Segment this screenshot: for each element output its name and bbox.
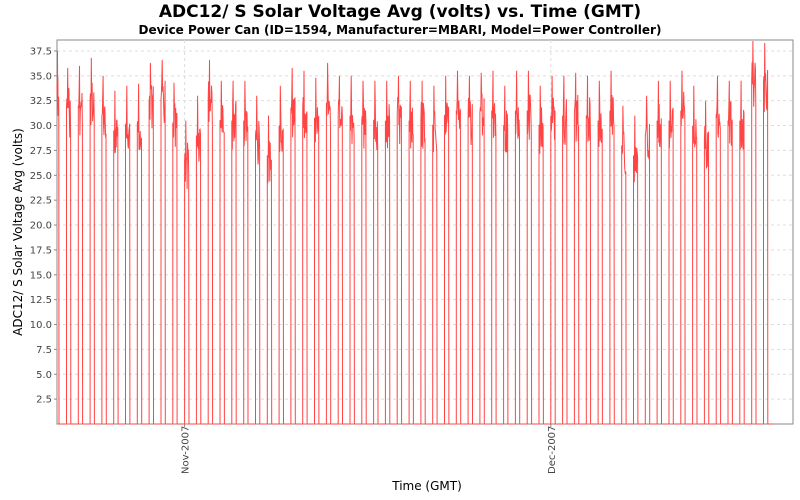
- y-tick-label: 22.5: [30, 196, 52, 207]
- y-axis-label: ADC12/ S Solar Voltage Avg (volts): [11, 128, 25, 336]
- y-tick-label: 30.0: [30, 121, 52, 132]
- x-axis-label: Time (GMT): [391, 479, 462, 493]
- chart-subtitle: Device Power Can (ID=1594, Manufacturer=…: [138, 23, 662, 37]
- y-tick-label: 20.0: [30, 221, 52, 232]
- y-tick-label: 12.5: [30, 295, 52, 306]
- y-tick-label: 32.5: [30, 96, 52, 107]
- series-line: [56, 40, 773, 425]
- y-tick-label: 17.5: [30, 245, 52, 256]
- y-tick-label: 2.5: [36, 395, 52, 406]
- y-tick-label: 15.0: [30, 270, 52, 281]
- y-tick-label: 25.0: [30, 171, 52, 182]
- y-tick-label: 35.0: [30, 71, 52, 82]
- x-tick-label: Nov-2007: [181, 426, 192, 474]
- x-tick-label: Dec-2007: [547, 426, 558, 474]
- y-tick-label: 27.5: [30, 146, 52, 157]
- y-tick-label: 7.5: [36, 345, 52, 356]
- y-tick-label: 37.5: [30, 46, 52, 57]
- y-tick-label: 5.0: [36, 370, 52, 381]
- chart-title: ADC12/ S Solar Voltage Avg (volts) vs. T…: [158, 2, 642, 22]
- y-tick-label: 10.0: [30, 320, 52, 331]
